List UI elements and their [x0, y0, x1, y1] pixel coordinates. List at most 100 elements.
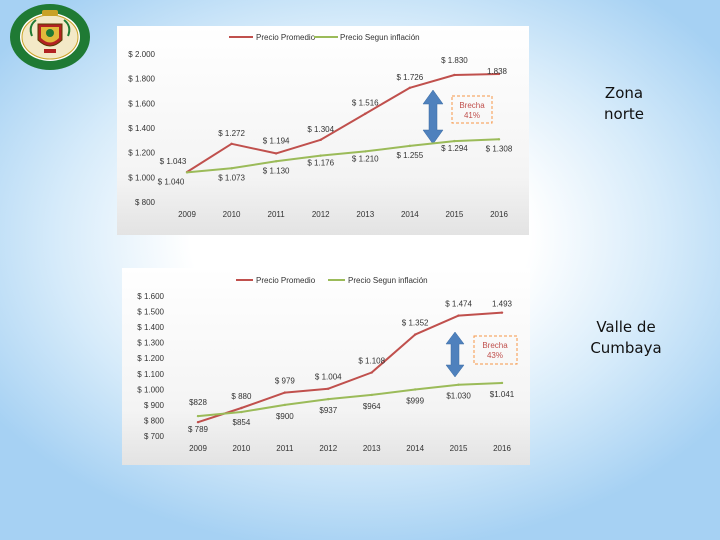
data-point: [364, 150, 367, 153]
y-tick-label: $ 700: [144, 432, 165, 441]
y-tick-label: $ 1.300: [137, 339, 164, 348]
data-point: [413, 388, 417, 391]
gap-annotation-value: 43%: [487, 351, 503, 360]
series-line-2: [186, 138, 500, 174]
university-seal-logo: [10, 4, 90, 70]
data-point: [500, 311, 504, 314]
y-tick-label: $ 1.600: [137, 292, 164, 301]
data-point: [408, 86, 412, 89]
data-point: [500, 381, 504, 385]
x-tick-label: 2015: [450, 444, 468, 453]
y-tick-label: $ 900: [144, 401, 165, 410]
data-point: [274, 160, 278, 163]
y-tick-label: $ 800: [144, 416, 165, 425]
plot-area: $ 1.600 $ 1.500 $ 1.400 $ 1.300 $ 1.200 $ 1.1…: [137, 292, 514, 453]
data-label: $ 1.308: [486, 144, 513, 153]
gap-annotation: Brecha 43%: [445, 331, 518, 378]
x-tick-label: 2016: [490, 210, 508, 219]
gap-annotation: Brecha 41%: [422, 89, 493, 145]
chart-panel-valle-de-cumbaya: Precio Promedio Precio Segun inflación B…: [122, 268, 530, 465]
data-point: [196, 414, 200, 418]
legend-label-series-2: Precio Segun inflación: [348, 276, 428, 285]
region-label-line-2: norte: [604, 105, 644, 123]
region-label-line-2: Cumbaya: [590, 339, 662, 357]
data-point: [240, 410, 243, 414]
x-tick-label: 2011: [268, 210, 286, 219]
data-label: $ 1.255: [397, 151, 424, 160]
data-label: $ 1.304: [307, 125, 334, 134]
data-label: $ 979: [275, 377, 296, 386]
data-point: [497, 138, 501, 141]
x-tick-label: 2014: [406, 444, 424, 453]
x-tick-label: 2015: [446, 210, 464, 219]
data-label: $ 1.516: [352, 99, 379, 108]
y-tick-label: $ 1.400: [128, 124, 155, 133]
legend-label-series-1: Precio Promedio: [256, 276, 316, 285]
data-point: [283, 391, 287, 394]
data-point: [370, 371, 373, 374]
data-label: $ 1.830: [441, 56, 468, 65]
data-point: [364, 112, 367, 115]
data-label: $ 1.108: [358, 357, 385, 366]
data-point: [408, 144, 412, 148]
x-tick-label: 2012: [319, 444, 337, 453]
data-point: [319, 138, 322, 142]
region-label-line-1: Zona: [604, 84, 644, 102]
x-tick-label: 2016: [493, 444, 511, 453]
series-line-1: [197, 311, 503, 424]
data-label: $ 1.352: [402, 319, 429, 328]
y-tick-label: $ 1.400: [137, 323, 164, 332]
series-line-2: [197, 382, 503, 418]
chart-background: [117, 26, 529, 235]
data-label: $999: [406, 396, 424, 405]
data-label: $854: [233, 418, 251, 427]
data-point: [453, 73, 456, 77]
y-tick-label: $ 1.000: [128, 173, 155, 182]
chart-background: [122, 268, 530, 465]
data-point: [283, 403, 287, 407]
y-tick-label: $ 1.500: [137, 308, 164, 317]
data-point: [370, 393, 373, 397]
data-point: [185, 171, 189, 174]
x-tick-label: 2013: [363, 444, 381, 453]
x-tick-label: 2010: [233, 444, 251, 453]
data-point: [196, 420, 200, 424]
data-point: [327, 397, 330, 401]
chart-legend: Precio Promedio Precio Segun inflación: [229, 33, 420, 42]
data-label: $ 1.474: [445, 300, 472, 309]
y-tick-label: $ 1.600: [128, 99, 155, 108]
series-line-1: [186, 73, 500, 173]
x-tick-label: 2009: [189, 444, 207, 453]
line-chart-zona-norte: Precio Promedio Precio Segun inflación B…: [117, 26, 529, 235]
data-label: $ 1.194: [263, 136, 290, 145]
legend-label-series-2: Precio Segun inflación: [340, 33, 420, 42]
data-point: [230, 142, 233, 145]
data-label: $ 1.004: [315, 373, 342, 382]
data-point: [327, 387, 330, 390]
data-label: $937: [319, 406, 337, 415]
gap-annotation-title: Brecha: [482, 341, 508, 350]
data-point: [457, 383, 460, 386]
chart-panel-zona-norte: Precio Promedio Precio Segun inflación B…: [117, 26, 529, 235]
x-tick-label: 2014: [401, 210, 419, 219]
data-label: $ 1.043: [160, 157, 187, 166]
y-tick-label: $ 1.000: [137, 385, 164, 394]
y-tick-label: $ 800: [135, 198, 156, 207]
gap-annotation-box: [473, 335, 518, 365]
data-point: [497, 72, 501, 76]
data-label: 1.493: [492, 300, 513, 309]
data-label: $900: [276, 412, 294, 421]
data-label: $ 1.130: [263, 166, 290, 175]
data-point: [457, 314, 460, 317]
data-label: $1.030: [446, 392, 471, 401]
x-tick-label: 2009: [178, 210, 196, 219]
data-label: $ 880: [231, 392, 252, 401]
data-label: $ 1.294: [441, 144, 468, 153]
data-label: $964: [363, 402, 381, 411]
data-label: $ 1.073: [218, 173, 245, 182]
data-label: $ 1.272: [218, 129, 245, 138]
region-label-line-1: Valle de: [596, 318, 656, 336]
data-label: $ 1.726: [397, 73, 424, 82]
data-label: $828: [189, 398, 207, 407]
gap-annotation-title: Brecha: [459, 101, 485, 110]
